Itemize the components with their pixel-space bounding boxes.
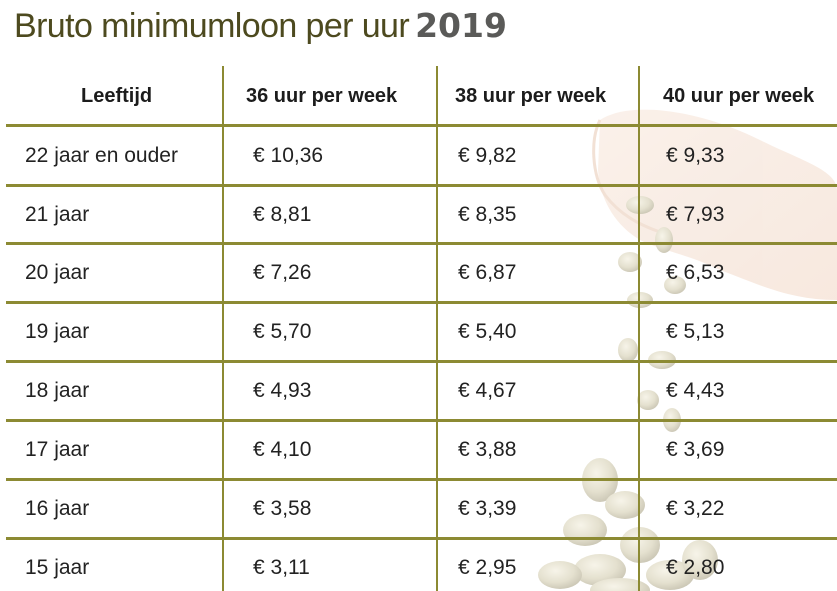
age-cell: 21 jaar (25, 203, 90, 226)
wage-40-cell: € 6,53 (666, 261, 725, 284)
column-divider (222, 66, 224, 591)
wage-40-cell: € 9,33 (666, 144, 725, 167)
age-cell: 16 jaar (25, 497, 90, 520)
row-divider (6, 537, 837, 540)
wage-36-cell: € 3,58 (253, 497, 312, 520)
wage-36-cell: € 3,11 (253, 556, 310, 579)
wage-36-cell: € 10,36 (253, 144, 324, 167)
page-title: Bruto minimumloon per uur 2019 (14, 2, 507, 50)
wage-38-cell: € 5,40 (458, 320, 517, 343)
wage-36-cell: € 4,10 (253, 438, 312, 461)
age-cell: 15 jaar (25, 556, 90, 579)
minimum-wage-table: Leeftijd 36 uur per week 38 uur per week… (6, 66, 837, 591)
wage-40-cell: € 4,43 (666, 379, 725, 402)
wage-38-cell: € 3,39 (458, 497, 517, 520)
row-divider (6, 124, 837, 127)
wage-38-cell: € 8,35 (458, 203, 517, 226)
row-divider (6, 242, 837, 245)
row-divider (6, 419, 837, 422)
wage-38-cell: € 3,88 (458, 438, 517, 461)
wage-40-cell: € 2,80 (666, 556, 725, 579)
wage-36-cell: € 5,70 (253, 320, 312, 343)
wage-36-cell: € 8,81 (253, 203, 312, 226)
row-divider (6, 184, 837, 187)
age-cell: 22 jaar en ouder (25, 144, 178, 167)
age-cell: 20 jaar (25, 261, 90, 284)
header-36-uur: 36 uur per week (246, 85, 398, 107)
wage-38-cell: € 4,67 (458, 379, 517, 402)
age-cell: 17 jaar (25, 438, 90, 461)
wage-36-cell: € 4,93 (253, 379, 312, 402)
wage-40-cell: € 3,69 (666, 438, 725, 461)
wage-40-cell: € 5,13 (666, 320, 725, 343)
age-cell: 19 jaar (25, 320, 90, 343)
row-divider (6, 301, 837, 304)
row-divider (6, 478, 837, 481)
age-cell: 18 jaar (25, 379, 90, 402)
wage-38-cell: € 2,95 (458, 556, 517, 579)
header-38-uur: 38 uur per week (455, 85, 607, 107)
title-text: Bruto minimumloon per uur (14, 7, 410, 45)
wage-38-cell: € 9,82 (458, 144, 517, 167)
header-40-uur: 40 uur per week (663, 85, 815, 107)
wage-36-cell: € 7,26 (253, 261, 312, 284)
wage-40-cell: € 3,22 (666, 497, 725, 520)
column-divider (638, 66, 640, 591)
header-leeftijd: Leeftijd (81, 85, 153, 107)
wage-40-cell: € 7,93 (666, 203, 725, 226)
wage-38-cell: € 6,87 (458, 261, 517, 284)
column-divider (436, 66, 438, 591)
title-year: 2019 (415, 6, 507, 45)
row-divider (6, 360, 837, 363)
